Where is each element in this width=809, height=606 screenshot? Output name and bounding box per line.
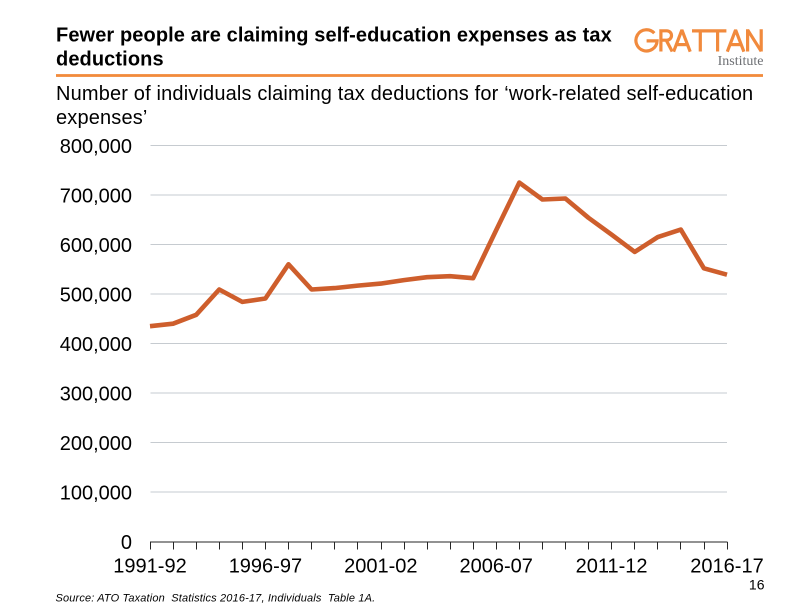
svg-text:deductions: deductions <box>56 49 164 71</box>
svg-text:600,000: 600,000 <box>60 235 132 257</box>
svg-text:1996-97: 1996-97 <box>229 556 302 578</box>
svg-text:700,000: 700,000 <box>60 186 132 208</box>
svg-text:500,000: 500,000 <box>60 285 132 307</box>
svg-text:2011-12: 2011-12 <box>576 556 648 578</box>
svg-text:Fewer people are claiming self: Fewer people are claiming self-education… <box>56 25 612 47</box>
svg-text:expenses’: expenses’ <box>56 107 148 129</box>
svg-text:Source: ATO Taxation Statisti: Source: ATO Taxation Statistics 2016-17,… <box>56 593 376 605</box>
svg-text:400,000: 400,000 <box>60 334 132 356</box>
svg-text:2006-07: 2006-07 <box>459 556 532 578</box>
svg-text:800,000: 800,000 <box>60 136 132 158</box>
svg-text:2016-17: 2016-17 <box>690 556 763 578</box>
svg-text:0: 0 <box>121 532 132 554</box>
svg-text:200,000: 200,000 <box>60 433 132 455</box>
svg-text:2001-02: 2001-02 <box>344 556 417 578</box>
svg-text:Number of individuals claiming: Number of individuals claiming tax deduc… <box>56 83 753 105</box>
svg-text:16: 16 <box>749 577 765 593</box>
svg-text:100,000: 100,000 <box>60 483 132 505</box>
svg-text:Institute: Institute <box>718 54 764 69</box>
svg-text:300,000: 300,000 <box>60 384 132 406</box>
svg-text:1991-92: 1991-92 <box>113 556 186 578</box>
